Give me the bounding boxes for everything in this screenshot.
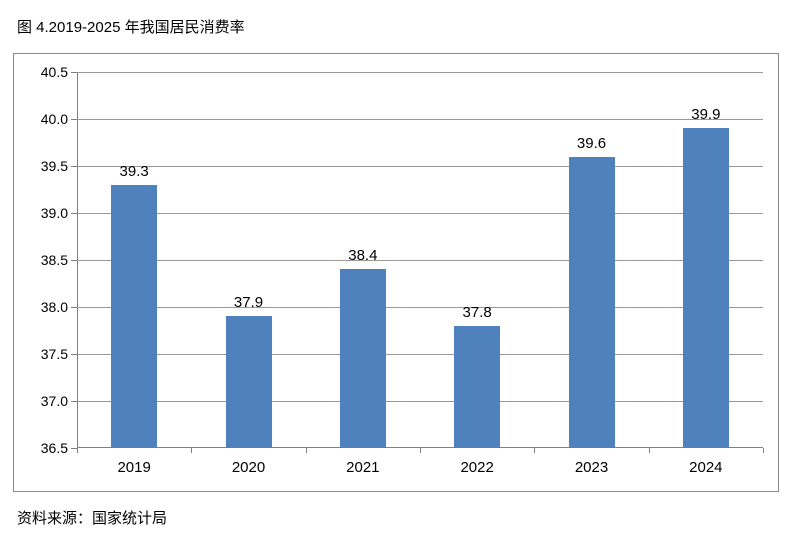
source-note: 资料来源：国家统计局 <box>17 510 168 527</box>
y-tick-label: 39.5 <box>40 158 68 174</box>
chart-title: 图 4.2019-2025 年我国居民消费率 <box>17 19 245 36</box>
y-axis-tick <box>71 260 77 261</box>
y-axis-tick <box>71 307 77 308</box>
y-tick-label: 37.0 <box>40 393 68 409</box>
bar-2023 <box>568 156 615 448</box>
x-tick-label: 2022 <box>460 459 494 476</box>
y-tick-label: 38.0 <box>40 299 68 315</box>
y-tick-label: 40.0 <box>40 111 68 127</box>
y-axis-tick <box>71 448 77 449</box>
gridline <box>77 213 763 214</box>
y-axis-tick <box>71 72 77 73</box>
bar-2020 <box>225 316 272 448</box>
gridline <box>77 166 763 167</box>
x-tick-label: 2019 <box>117 459 151 476</box>
bar-value-label: 38.4 <box>348 247 378 265</box>
x-axis-tick <box>648 448 650 453</box>
plot-area: 36.5 37.0 37.5 38.0 38.5 39.0 39.5 40.0 40.5 39.3… <box>41 64 764 476</box>
y-tick-label: 39.0 <box>40 205 68 221</box>
bar-value-label: 39.9 <box>691 106 721 124</box>
bar-value-label: 37.8 <box>462 303 492 321</box>
y-axis-tick <box>71 401 77 402</box>
y-tick-label: 37.5 <box>40 346 68 362</box>
gridline <box>77 354 763 355</box>
gridline <box>77 401 763 402</box>
bar-2024 <box>682 128 729 448</box>
x-axis-tick <box>77 448 78 453</box>
bar-value-label: 39.3 <box>119 162 149 180</box>
y-tick-label: 36.5 <box>40 440 68 456</box>
x-tick-label: 2020 <box>231 459 266 476</box>
chart-frame: 36.5 37.0 37.5 38.0 38.5 39.0 39.5 40.0 40.5 39.3… <box>13 53 779 492</box>
bar-value-label: 37.9 <box>233 294 264 312</box>
x-axis-line <box>77 447 763 448</box>
y-axis-tick <box>71 213 77 214</box>
x-axis-tick <box>420 448 421 453</box>
gridline <box>77 72 763 73</box>
x-tick-label: 2023 <box>574 459 609 476</box>
gridline <box>77 119 763 120</box>
y-tick-label: 40.5 <box>40 64 68 80</box>
x-axis-tick <box>191 448 193 453</box>
x-axis-tick <box>534 448 536 453</box>
x-tick-label: 2024 <box>689 459 723 476</box>
y-axis-tick <box>71 354 77 355</box>
y-axis-tick <box>71 119 77 120</box>
bar-2021 <box>339 269 386 448</box>
x-axis-tick <box>763 448 764 453</box>
gridline <box>77 260 763 261</box>
bar-value-label: 39.6 <box>576 134 607 152</box>
bar-2019 <box>111 184 158 448</box>
bar-2022 <box>454 325 501 448</box>
y-tick-label: 38.5 <box>40 252 68 268</box>
x-axis-tick <box>305 448 307 453</box>
x-tick-label: 2021 <box>346 459 380 476</box>
gridline <box>77 307 763 308</box>
y-axis-tick <box>71 166 77 167</box>
